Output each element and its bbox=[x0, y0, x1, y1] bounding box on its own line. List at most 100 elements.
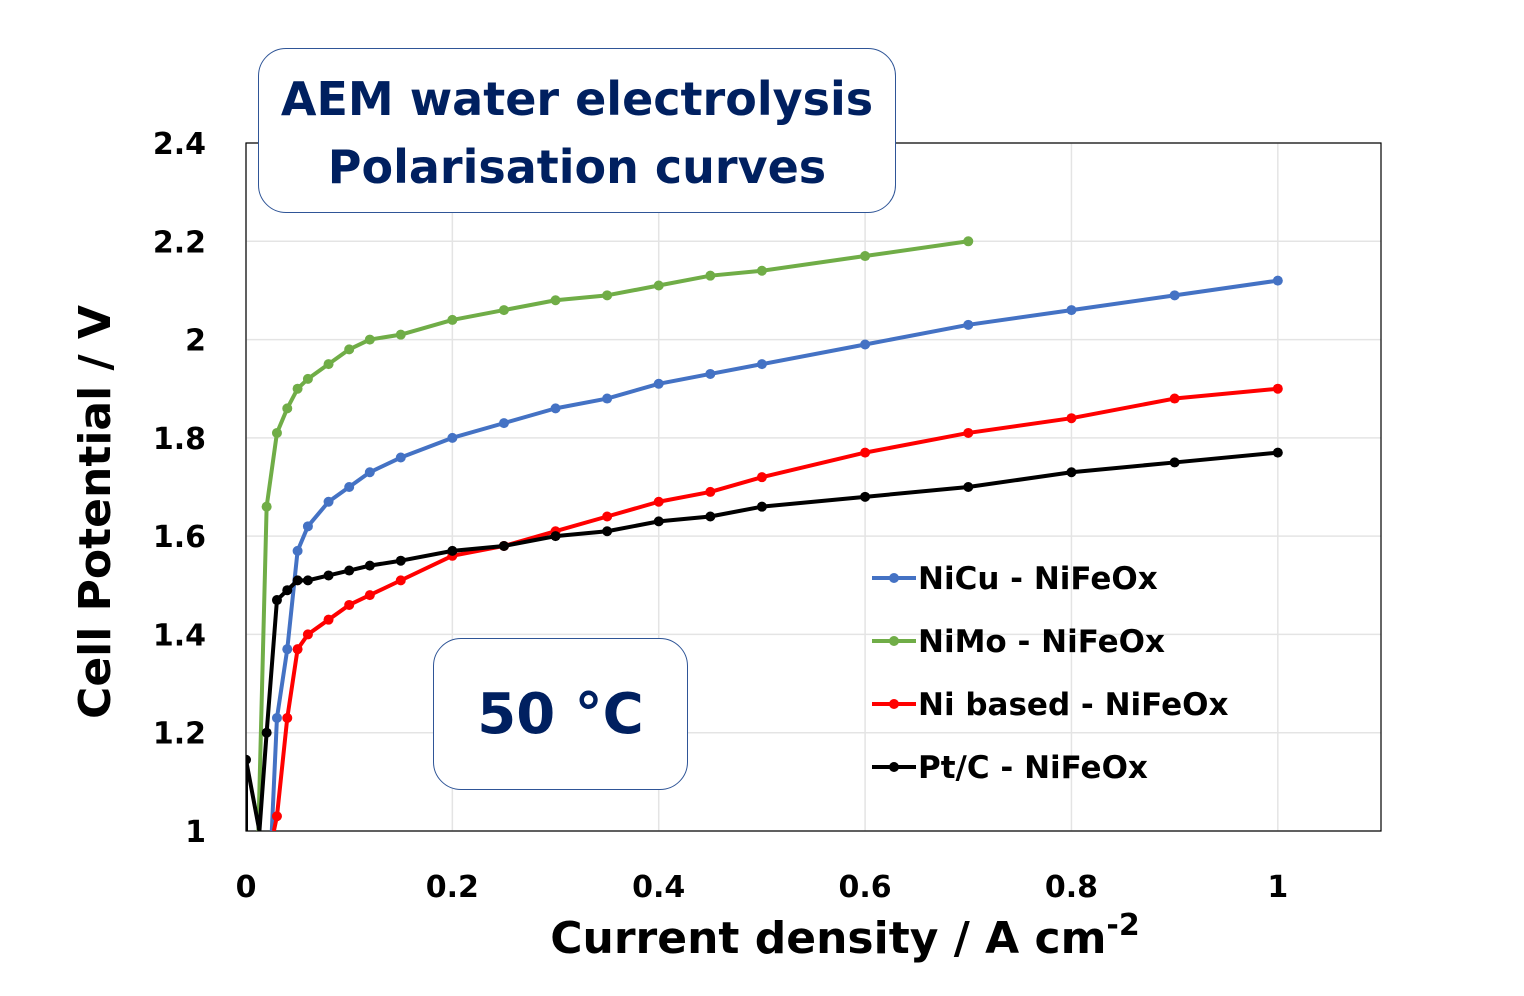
data-point bbox=[344, 482, 355, 492]
data-point bbox=[395, 555, 406, 566]
data-point bbox=[963, 319, 974, 330]
series-line bbox=[246, 450, 1279, 831]
data-point bbox=[282, 585, 293, 596]
data-point bbox=[550, 531, 561, 542]
data-point bbox=[498, 418, 509, 429]
x-tick-label: 0 bbox=[236, 870, 257, 905]
data-point bbox=[395, 452, 406, 463]
data-point bbox=[756, 501, 767, 512]
data-point bbox=[602, 526, 613, 537]
data-point bbox=[323, 496, 334, 507]
data-point bbox=[653, 496, 664, 507]
data-point bbox=[302, 373, 313, 384]
y-tick-label: 1.8 bbox=[153, 422, 206, 457]
tick-labels: 1 1.2 1.4 1.6 1.8 2 2.2 2.4 0 0.2 0.4 0.6 0.8 1 bbox=[153, 127, 1288, 905]
data-point bbox=[364, 560, 375, 571]
data-point bbox=[860, 491, 871, 502]
data-point bbox=[292, 644, 303, 655]
data-point bbox=[271, 595, 282, 606]
x-tick-label: 0.6 bbox=[839, 870, 892, 905]
data-point bbox=[550, 295, 561, 306]
data-point bbox=[292, 575, 303, 586]
data-point bbox=[323, 570, 334, 581]
data-point bbox=[395, 575, 406, 586]
data-point bbox=[602, 393, 613, 404]
x-tick-label: 0.4 bbox=[632, 870, 685, 905]
data-point bbox=[602, 511, 613, 522]
data-point bbox=[963, 236, 974, 247]
y-tick-label: 1 bbox=[185, 815, 206, 850]
data-point bbox=[271, 712, 282, 723]
data-point bbox=[282, 403, 293, 414]
legend-marker bbox=[889, 636, 899, 646]
x-tick-label: 1 bbox=[1267, 870, 1288, 905]
y-tick-label: 2 bbox=[185, 324, 206, 359]
data-point bbox=[282, 644, 293, 655]
legend-label: NiMo - NiFeOx bbox=[918, 624, 1165, 660]
data-point bbox=[1272, 447, 1283, 458]
legend-marker bbox=[889, 573, 899, 583]
data-point bbox=[498, 540, 509, 551]
data-point bbox=[705, 511, 716, 522]
data-point bbox=[364, 334, 375, 345]
data-point bbox=[602, 290, 613, 301]
data-point bbox=[705, 486, 716, 497]
data-point bbox=[653, 280, 664, 291]
data-point bbox=[261, 727, 272, 738]
data-point bbox=[323, 614, 334, 625]
chart-title: AEM water electrolysis bbox=[280, 72, 874, 126]
legend-label: Pt/C - NiFeOx bbox=[918, 750, 1148, 786]
data-point bbox=[364, 467, 375, 478]
data-point bbox=[302, 575, 313, 586]
series-group bbox=[246, 236, 1283, 831]
data-point bbox=[1169, 393, 1180, 404]
y-tick-label: 1.4 bbox=[153, 618, 206, 653]
data-point bbox=[447, 314, 458, 325]
data-point bbox=[1272, 383, 1283, 394]
y-axis-label: Cell Potential / V bbox=[70, 305, 121, 719]
temperature-annotation: 50 °C bbox=[433, 638, 688, 790]
data-point bbox=[302, 521, 313, 532]
data-point bbox=[860, 447, 871, 458]
data-point bbox=[860, 339, 871, 350]
data-point bbox=[756, 265, 767, 276]
data-point bbox=[1066, 467, 1077, 478]
data-point bbox=[344, 599, 355, 610]
x-axis-label: Current density / A cm-2 bbox=[550, 908, 1140, 964]
data-point bbox=[1272, 275, 1283, 286]
data-point bbox=[756, 472, 767, 483]
legend-marker bbox=[889, 762, 899, 772]
data-point bbox=[395, 329, 406, 340]
y-tick-label: 1.6 bbox=[153, 520, 206, 555]
data-point bbox=[963, 482, 974, 492]
data-point bbox=[963, 427, 974, 438]
legend: NiCu - NiFeOx NiMo - NiFeOx Ni based - NiF… bbox=[872, 561, 1228, 786]
data-point bbox=[447, 432, 458, 443]
data-point bbox=[302, 629, 313, 640]
data-point bbox=[344, 565, 355, 576]
data-point bbox=[860, 251, 871, 262]
data-point bbox=[705, 368, 716, 379]
data-point bbox=[653, 378, 664, 389]
data-point bbox=[550, 403, 561, 414]
data-point bbox=[1066, 413, 1077, 424]
y-tick-label: 2.2 bbox=[153, 225, 206, 260]
data-point bbox=[292, 545, 303, 556]
plot-area-border bbox=[245, 142, 1382, 832]
data-point bbox=[1066, 305, 1077, 316]
data-point bbox=[282, 712, 293, 723]
data-point bbox=[271, 811, 282, 822]
data-point bbox=[447, 545, 458, 556]
data-point bbox=[756, 359, 767, 370]
chart-subtitle: Polarisation curves bbox=[327, 140, 827, 194]
data-point bbox=[1169, 290, 1180, 301]
data-point bbox=[292, 383, 303, 394]
x-tick-label: 0.8 bbox=[1045, 870, 1098, 905]
title-box: AEM water electrolysis Polarisation curv… bbox=[258, 48, 896, 213]
legend-label: NiCu - NiFeOx bbox=[918, 561, 1158, 597]
data-point bbox=[498, 305, 509, 316]
legend-marker bbox=[889, 699, 899, 709]
data-point bbox=[344, 344, 355, 355]
